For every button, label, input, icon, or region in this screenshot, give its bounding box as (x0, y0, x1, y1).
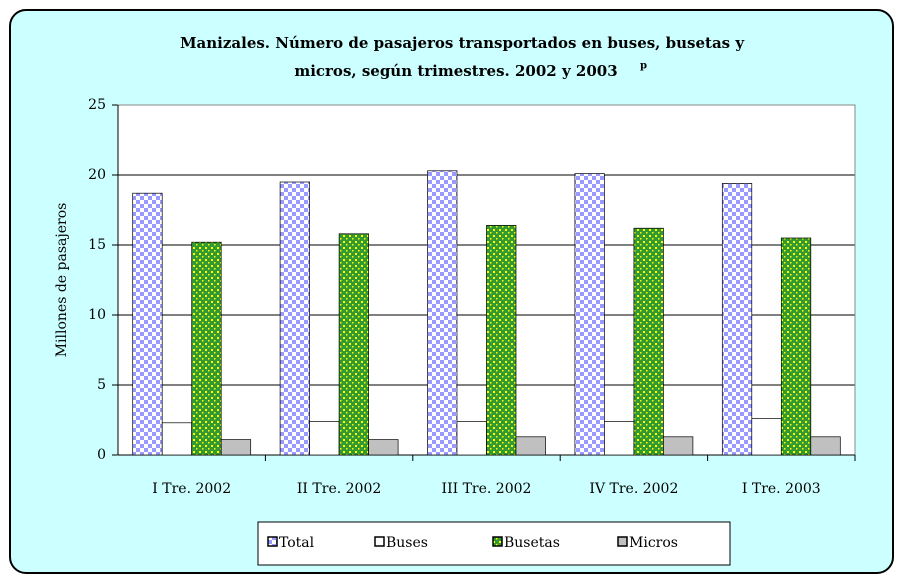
x-tick-label: II Tre. 2002 (297, 481, 381, 497)
legend-swatch (617, 536, 628, 547)
bar (663, 436, 694, 456)
x-tick-label: I Tre. 2002 (152, 481, 231, 497)
chart-title: Manizales. Número de pasajeros transport… (180, 34, 745, 52)
title-superscript: p (640, 61, 647, 72)
bar (721, 183, 753, 456)
legend-label: Total (279, 535, 315, 551)
y-tick-label: 5 (97, 377, 106, 393)
bar (574, 173, 605, 456)
bar (161, 422, 193, 456)
bar (486, 225, 517, 456)
y-tick-label: 0 (97, 447, 106, 463)
bar (456, 421, 487, 456)
x-tick-label: IV Tre. 2002 (589, 481, 678, 497)
bar (338, 233, 369, 456)
bar (309, 421, 340, 456)
x-tick-label: III Tre. 2002 (442, 481, 532, 497)
bar (515, 436, 546, 456)
bar (427, 170, 458, 456)
y-tick-label: 20 (88, 167, 106, 183)
bar (604, 421, 635, 456)
legend-label: Buses (386, 535, 428, 551)
y-tick-label: 10 (88, 307, 106, 323)
chart-title: micros, según trimestres. 2002 y 2003 (294, 62, 617, 80)
legend-label: Micros (629, 535, 678, 551)
y-axis-label: Millones de pasajeros (54, 203, 70, 358)
x-tick-label: I Tre. 2003 (742, 481, 821, 497)
bar (780, 237, 812, 456)
legend-swatch (374, 536, 385, 547)
bar (751, 418, 782, 456)
legend-swatch (492, 536, 503, 547)
bar (368, 439, 399, 456)
y-tick-label: 15 (88, 237, 106, 253)
bar (132, 192, 163, 456)
legend (257, 521, 731, 566)
bar (220, 439, 252, 456)
bar (810, 436, 841, 456)
legend-swatch (267, 536, 278, 547)
bar (279, 181, 310, 456)
bar (191, 241, 222, 456)
y-tick-label: 25 (88, 97, 106, 113)
bar (633, 227, 664, 456)
legend-label: Busetas (504, 535, 560, 551)
